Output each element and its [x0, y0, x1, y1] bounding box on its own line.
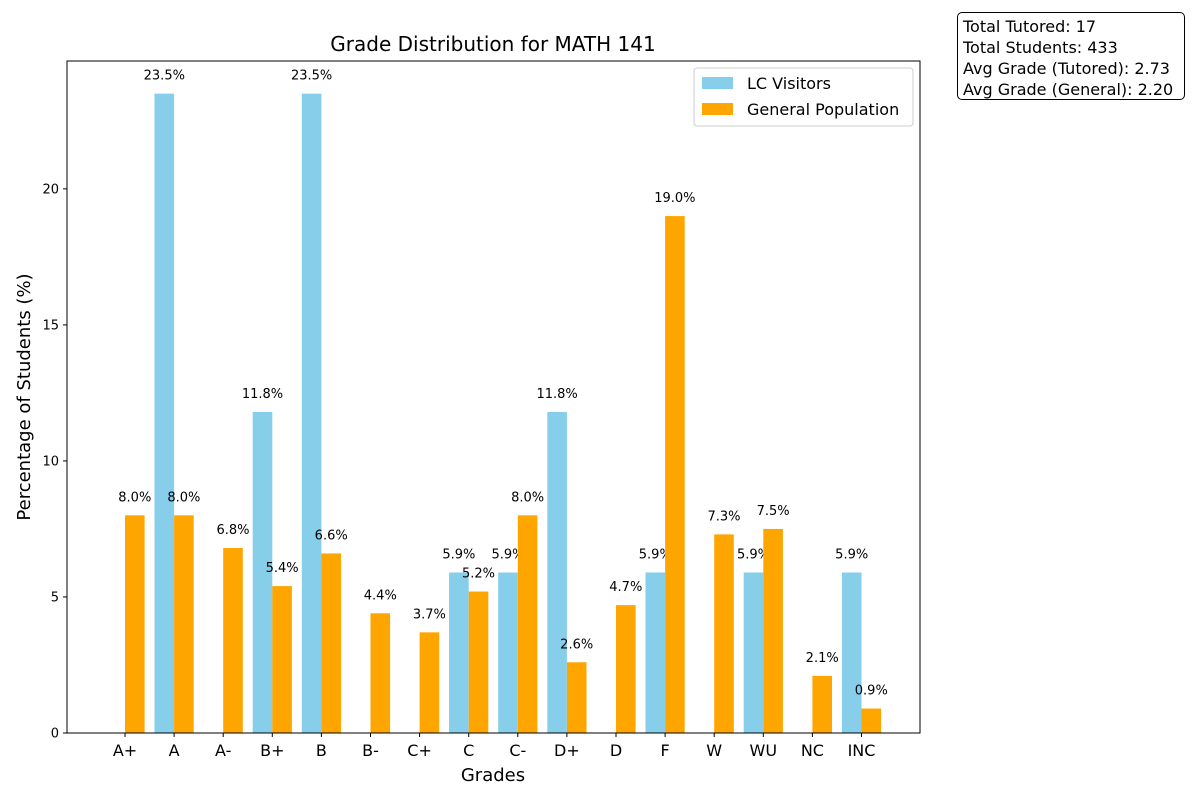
data-label-lc-visitors-f: 5.9%: [639, 547, 672, 562]
plot-frame: [66, 60, 921, 734]
x-tick-label: C-: [509, 741, 526, 760]
bar-lc-visitors-b: [301, 93, 322, 734]
bar-general-population-d-plus: [566, 662, 587, 733]
stat-total-tutored: Total Tutored: 17: [963, 17, 1097, 36]
data-label-general-population-inc: 0.9%: [855, 684, 888, 699]
bar-lc-visitors-b-plus: [252, 411, 273, 733]
x-tick-label: F: [660, 741, 669, 760]
data-label-general-population-a: 8.0%: [167, 490, 200, 505]
y-tick-label: 15: [42, 318, 59, 333]
y-tick-label: 10: [42, 454, 59, 469]
bar-general-population-b: [321, 553, 341, 733]
x-tick-label: B-: [362, 741, 379, 760]
data-label-general-population-w: 7.3%: [707, 509, 740, 524]
x-tick-label: C: [463, 741, 474, 760]
x-tick-label: W: [706, 741, 722, 760]
y-axis-label: Percentage of Students (%): [14, 273, 35, 520]
bar-lc-visitors-inc: [841, 572, 862, 733]
bar-general-population-b-plus: [272, 586, 292, 733]
stats-box: Total Tutored: 17 Total Students: 433 Av…: [957, 12, 1185, 100]
data-label-general-population-c: 8.0%: [511, 490, 544, 505]
bar-lc-visitors-a: [154, 93, 175, 734]
plot-area: 23.5% 11.8% 23.5% 5.9% 5.9% 11.8% 5.9% 5.9% 5.9%…: [42, 69, 887, 760]
x-tick-label: D: [610, 741, 622, 760]
bar-general-population-c: [468, 591, 489, 733]
bar-general-population-nc: [812, 675, 832, 733]
data-label-lc-visitors-c: 5.9%: [442, 547, 475, 562]
bar-general-population-a: [174, 515, 194, 733]
bar-general-population-a: [223, 547, 243, 733]
y-tick-label: 0: [51, 727, 59, 742]
bar-general-population-wu: [763, 528, 783, 733]
legend: LC Visitors General Population: [693, 67, 914, 127]
legend-label-lc-visitors: LC Visitors: [747, 74, 831, 93]
data-label-general-population-b: 4.4%: [364, 588, 397, 603]
data-label-general-population-a: 6.8%: [216, 523, 249, 538]
bar-lc-visitors-f: [645, 572, 666, 733]
x-tick-label: B: [316, 741, 327, 760]
bar-lc-visitors-wu: [743, 572, 764, 733]
data-label-general-population-d: 4.7%: [609, 580, 642, 595]
x-axis-label: Grades: [461, 765, 525, 786]
x-tick-label: A-: [215, 741, 231, 760]
bar-general-population-inc: [861, 708, 882, 733]
bar-general-population-a-plus: [125, 515, 145, 733]
data-label-general-population-d-plus: 2.6%: [560, 637, 593, 652]
chart-title: Grade Distribution for MATH 141: [330, 32, 655, 56]
x-tick-label: A+: [113, 741, 137, 760]
bar-general-population-b: [370, 613, 391, 733]
data-label-general-population-c-plus: 3.7%: [413, 607, 446, 622]
data-label-general-population-a-plus: 8.0%: [118, 490, 151, 505]
x-tick-label: D+: [554, 741, 580, 760]
y-tick-label: 5: [51, 590, 59, 605]
x-tick-label: INC: [848, 741, 876, 760]
bar-lc-visitors-c: [449, 572, 469, 733]
data-label-general-population-nc: 2.1%: [806, 651, 839, 666]
bar-lc-visitors-d-plus: [547, 411, 567, 733]
bar-general-population-w: [714, 534, 734, 733]
data-label-general-population-wu: 7.5%: [757, 504, 790, 519]
stat-total-students: Total Students: 433: [963, 38, 1118, 57]
data-label-lc-visitors-a: 23.5%: [144, 69, 185, 84]
data-label-general-population-c: 5.2%: [462, 567, 495, 582]
bar-general-population-d: [616, 605, 636, 733]
data-label-lc-visitors-wu: 5.9%: [737, 547, 770, 562]
y-tick-label: 20: [42, 182, 59, 197]
legend-swatch-lc-visitors: [702, 77, 733, 89]
data-label-general-population-b-plus: 5.4%: [266, 561, 299, 576]
data-label-lc-visitors-inc: 5.9%: [835, 547, 868, 562]
x-tick-label: A: [169, 741, 180, 760]
bar-general-population-c-plus: [419, 632, 440, 733]
x-tick-label: B+: [260, 741, 284, 760]
data-label-lc-visitors-b: 23.5%: [291, 69, 332, 84]
legend-label-general-population: General Population: [747, 100, 899, 119]
x-tick-label: C+: [407, 741, 432, 760]
data-label-general-population-b: 6.6%: [315, 528, 348, 543]
data-label-lc-visitors-d-plus: 11.8%: [536, 387, 577, 402]
legend-frame: [693, 67, 914, 127]
stat-avg-grade-tutored: Avg Grade (Tutored): 2.73: [963, 59, 1170, 78]
bar-general-population-f: [665, 216, 685, 734]
data-label-general-population-f: 19.0%: [654, 191, 695, 206]
data-label-lc-visitors-c: 5.9%: [491, 547, 524, 562]
stat-avg-grade-general: Avg Grade (General): 2.20: [963, 80, 1174, 99]
x-tick-label: WU: [750, 741, 778, 760]
bar-general-population-c: [517, 515, 538, 733]
data-label-lc-visitors-b-plus: 11.8%: [242, 387, 283, 402]
legend-swatch-general-population: [702, 103, 733, 115]
x-tick-label: NC: [801, 741, 824, 760]
bar-lc-visitors-c: [498, 572, 518, 733]
